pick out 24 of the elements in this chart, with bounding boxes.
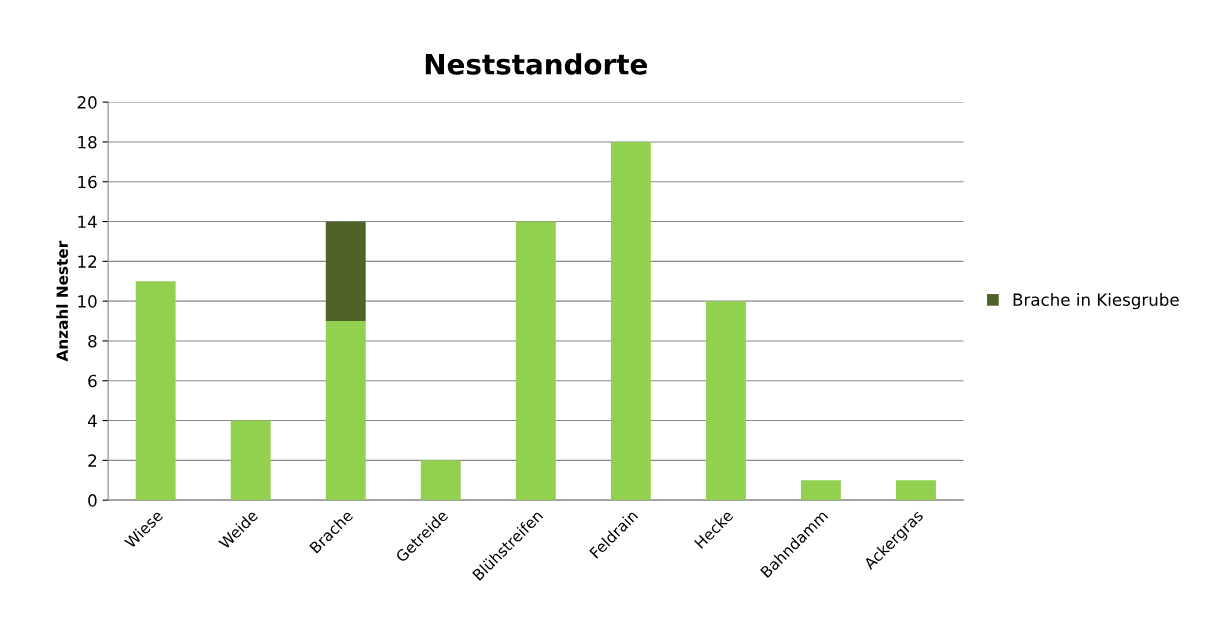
y-tick-label: 14 [78,215,97,228]
y-tick-label: 6 [88,374,97,388]
bar [515,221,556,501]
bar [420,460,461,501]
y-tick-label: 8 [88,334,97,348]
bar [896,480,936,501]
y-axis-title: Anzahl Nester [56,240,68,362]
chart-title: Neststandorte [425,53,647,75]
bar [705,301,746,501]
bar [135,281,176,501]
y-tick-label: 18 [78,135,97,149]
y-tick-label: 10 [78,295,97,308]
bar [800,480,841,501]
y-tick-label: 12 [78,255,97,268]
y-tick-label: 0 [88,494,97,507]
bar [325,321,366,501]
y-tick-label: 16 [78,175,97,189]
bar [230,420,271,501]
legend-label: Brache in Kiesgrube [1013,293,1179,310]
bar [325,221,366,322]
y-tick-label: 2 [88,454,97,467]
bar [610,141,651,501]
y-tick-label: 4 [87,414,97,427]
y-tick-label: 20 [77,96,97,109]
